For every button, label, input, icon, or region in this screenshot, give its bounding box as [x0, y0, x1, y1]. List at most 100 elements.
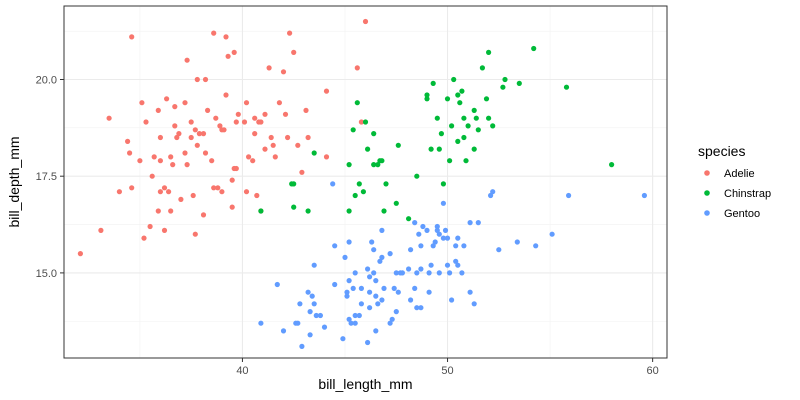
data-point: [465, 123, 471, 129]
data-point: [416, 231, 422, 237]
data-point: [350, 285, 356, 291]
data-point: [367, 305, 373, 311]
data-point: [350, 127, 356, 133]
data-point: [440, 181, 446, 187]
data-point: [360, 189, 366, 195]
data-point: [434, 223, 440, 230]
data-point: [157, 158, 163, 164]
data-point: [309, 293, 315, 299]
data-point: [209, 158, 215, 164]
data-point: [313, 312, 319, 319]
legend-items: Adelie Chinstrap Gentoo: [704, 168, 771, 220]
data-point: [453, 243, 459, 249]
data-point: [307, 309, 313, 315]
data-point: [373, 293, 379, 299]
legend-item-gentoo: Gentoo: [704, 208, 760, 220]
plot-panel: [63, 5, 668, 359]
data-point: [295, 320, 301, 326]
data-point: [455, 138, 461, 144]
data-point: [184, 162, 190, 168]
data-point: [172, 123, 178, 129]
data-point: [241, 119, 248, 125]
data-point: [641, 192, 648, 199]
data-point: [188, 134, 194, 141]
data-point: [420, 223, 426, 230]
data-point: [432, 239, 438, 245]
plot-panel-border: [63, 5, 668, 359]
data-point: [344, 289, 350, 295]
data-point: [375, 301, 381, 307]
data-point: [455, 262, 461, 268]
data-point: [373, 328, 379, 334]
data-point: [447, 270, 453, 276]
data-point: [412, 220, 418, 226]
data-point: [408, 247, 414, 253]
data-point: [77, 251, 83, 257]
data-points: [77, 18, 648, 349]
data-point: [270, 142, 276, 148]
y-axis-title: bill_depth_mm: [6, 136, 22, 227]
data-point: [346, 239, 352, 245]
data-point: [266, 65, 272, 71]
data-point: [221, 127, 227, 133]
data-point: [282, 111, 289, 117]
data-point: [317, 312, 323, 319]
data-point: [440, 235, 446, 241]
data-point: [147, 223, 153, 230]
data-point: [211, 30, 217, 36]
data-point: [387, 251, 393, 257]
x-tick-label: 50: [441, 365, 453, 377]
data-point: [424, 227, 430, 233]
data-point: [252, 131, 258, 137]
series-gentoo: [258, 181, 648, 349]
data-point: [453, 258, 459, 264]
data-point: [252, 115, 258, 121]
data-point: [285, 134, 291, 141]
data-point: [176, 131, 182, 137]
data-point: [280, 69, 287, 75]
data-point: [217, 123, 223, 129]
data-point: [358, 119, 364, 125]
data-point: [438, 131, 444, 137]
data-point: [490, 123, 496, 129]
data-point: [563, 84, 570, 90]
data-point: [299, 169, 305, 175]
data-point: [194, 142, 200, 148]
series-chinstrap: [258, 45, 615, 222]
data-point: [291, 204, 297, 210]
data-point: [200, 131, 207, 137]
data-point: [457, 100, 463, 106]
data-point: [161, 185, 168, 191]
data-point: [168, 208, 174, 214]
legend-label: Gentoo: [724, 208, 760, 220]
data-point: [127, 150, 133, 156]
data-point: [164, 96, 170, 102]
data-point: [475, 220, 481, 226]
data-point: [399, 270, 405, 276]
data-point: [182, 100, 188, 106]
data-point: [566, 192, 572, 199]
data-point: [125, 138, 131, 144]
data-point: [358, 301, 364, 307]
grid-major-lines: [64, 6, 667, 358]
data-point: [342, 254, 348, 260]
data-point: [365, 266, 371, 272]
data-point: [291, 181, 297, 187]
data-point: [375, 162, 381, 168]
data-point: [533, 243, 539, 249]
data-point: [418, 266, 424, 272]
data-point: [346, 278, 352, 284]
data-point: [362, 119, 369, 125]
data-point: [303, 107, 309, 113]
legend-title: species: [698, 143, 745, 159]
data-point: [155, 107, 161, 113]
data-point: [365, 146, 371, 152]
data-point: [233, 119, 239, 125]
data-point: [225, 53, 231, 59]
data-point: [340, 336, 346, 342]
data-point: [436, 270, 442, 276]
data-point: [426, 270, 432, 276]
data-point: [406, 216, 412, 222]
plot-area: [63, 5, 668, 359]
